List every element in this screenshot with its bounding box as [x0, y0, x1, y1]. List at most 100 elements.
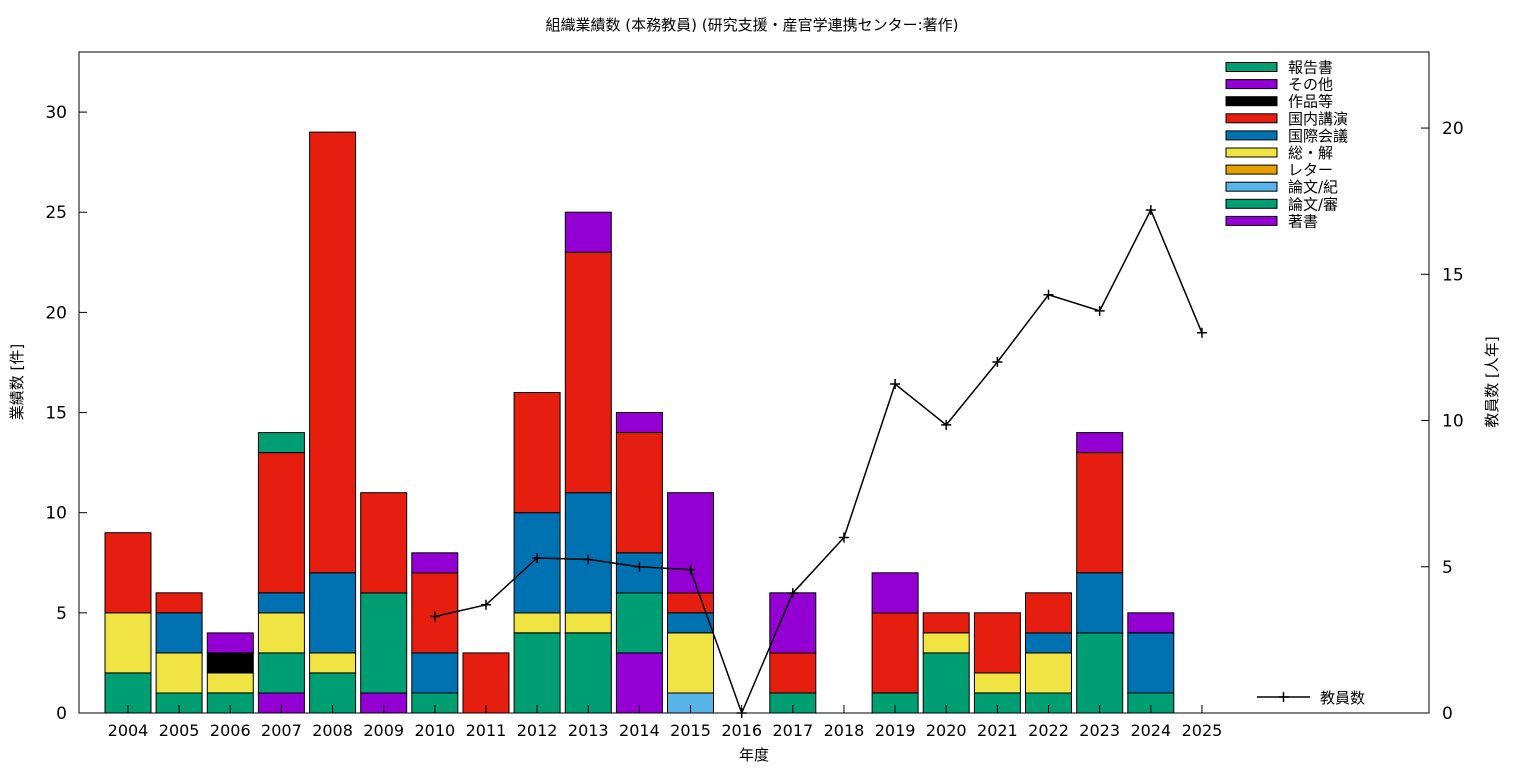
- x-tick-label: 2006: [210, 721, 251, 740]
- bar-2007-series-1: [257, 652, 305, 694]
- faculty-point: [634, 561, 645, 572]
- bar-2013-series-8: [564, 211, 612, 253]
- bar-2008-series-4: [309, 652, 357, 674]
- bar-2008-series-5: [309, 572, 357, 654]
- y-tick-label: 0: [56, 704, 67, 724]
- faculty-point: [992, 357, 1003, 368]
- bar-2017-series-8: [769, 592, 817, 654]
- x-tick-label: 2004: [108, 721, 149, 740]
- faculty-point: [1145, 204, 1156, 215]
- bar-2013-series-5: [564, 492, 612, 614]
- bar-2022-series-6: [1025, 592, 1072, 634]
- bar-2020-series-1: [922, 652, 970, 714]
- y2-axis-label: 教員数 [人年]: [1483, 336, 1501, 427]
- x-tick-label: 2010: [414, 721, 455, 740]
- y2-tick-label: 20: [1442, 119, 1464, 139]
- bar-2009-series-1: [360, 592, 408, 694]
- y-axis-label: 業績数 [件]: [8, 344, 26, 420]
- legend-label: レター: [1288, 161, 1333, 179]
- bar-2011-series-6: [462, 652, 510, 714]
- bar-2023-series-8: [1076, 432, 1124, 454]
- y-tick-label: 20: [45, 303, 67, 323]
- y2-axis: 0 5 10 15 20: [1421, 119, 1464, 724]
- legend-label: 論文/審: [1288, 195, 1338, 213]
- y2-tick-label: 15: [1442, 265, 1464, 285]
- x-tick-label: 2019: [875, 721, 916, 740]
- x-tick-label: 2023: [1079, 721, 1120, 740]
- bar-2023-series-5: [1076, 572, 1124, 634]
- x-axis: 2004 2005 2006 2007 2008 2009 2010 2011 2012 2013…: [108, 705, 1222, 740]
- bar-2006-series-8: [206, 632, 254, 654]
- x-tick-label: 2007: [261, 721, 302, 740]
- y-tick-label: 15: [45, 404, 67, 424]
- bar-2004-series-4: [104, 612, 152, 674]
- x-tick-label: 2018: [824, 721, 865, 740]
- x-tick-label: 2005: [159, 721, 200, 740]
- faculty-point: [941, 419, 952, 430]
- faculty-point: [583, 554, 594, 565]
- bar-2020-series-6: [922, 612, 970, 634]
- x-tick-label: 2013: [568, 721, 609, 740]
- faculty-point: [480, 599, 491, 610]
- legend-label: 国際会議: [1288, 127, 1348, 145]
- y2-tick-label: 10: [1442, 412, 1464, 432]
- legend-label: 著書: [1288, 212, 1318, 230]
- bar-2009-series-6: [360, 492, 408, 594]
- bar-2017-series-6: [769, 652, 817, 694]
- faculty-line-path: [434, 208, 1203, 716]
- bar-2024-series-5: [1127, 632, 1175, 694]
- bar-2023-series-6: [1076, 452, 1124, 574]
- legend-swatch: [1225, 181, 1278, 192]
- x-tick-label: 2012: [517, 721, 558, 740]
- bar-2008-series-6: [309, 131, 357, 574]
- legend-swatch: [1225, 215, 1278, 226]
- bar-2007-series-9: [257, 432, 305, 454]
- legend-swatch: [1225, 113, 1278, 124]
- legend-label: 論文/紀: [1288, 178, 1338, 196]
- bar-2014-series-8: [615, 412, 663, 433]
- bar-2015-series-4: [667, 632, 714, 694]
- bar-2007-series-4: [257, 612, 305, 654]
- line-legend-label: 教員数: [1320, 689, 1365, 707]
- bar-2013-series-4: [564, 612, 612, 634]
- y-tick-label: 10: [45, 504, 67, 524]
- bar-2005-series-4: [155, 652, 203, 694]
- bar-2020-series-4: [922, 632, 970, 654]
- x-tick-label: 2009: [363, 721, 404, 740]
- legend-label: その他: [1288, 76, 1333, 94]
- bar-2013-series-6: [564, 251, 612, 494]
- line-legend: 教員数: [1257, 689, 1365, 707]
- legend-swatch: [1225, 96, 1278, 107]
- legend-swatch: [1225, 79, 1278, 90]
- bar-2021-series-6: [973, 612, 1021, 674]
- y-axis: 0 5 10 15 20 25 30: [45, 103, 87, 724]
- x-tick-label: 2011: [466, 721, 507, 740]
- faculty-point: [1196, 327, 1207, 338]
- bar-2010-series-8: [411, 552, 459, 574]
- chart-title: 組織業績数 (本務教員) (研究支援・産官学連携センター:著作): [545, 16, 958, 34]
- bar-2004-series-6: [104, 532, 152, 614]
- bar-2019-series-6: [871, 612, 919, 694]
- bar-2007-series-5: [257, 592, 305, 614]
- bar-2022-series-5: [1025, 632, 1072, 654]
- faculty-point: [532, 552, 543, 563]
- faculty-line: [429, 204, 1207, 718]
- y-tick-label: 25: [45, 203, 67, 223]
- x-tick-label: 2015: [670, 721, 711, 740]
- bar-2024-series-8: [1127, 612, 1175, 634]
- bar-2006-series-7: [206, 652, 254, 674]
- bar-2013-series-1: [564, 632, 612, 714]
- legend-swatch: [1225, 62, 1278, 72]
- legend-label: 国内講演: [1288, 110, 1348, 128]
- bar-2023-series-1: [1076, 632, 1124, 714]
- y2-tick-label: 5: [1442, 558, 1453, 578]
- legend-swatch: [1225, 164, 1278, 175]
- legend-label: 総・解: [1288, 144, 1333, 162]
- bar-2014-series-1: [615, 592, 663, 654]
- faculty-point: [1043, 289, 1054, 300]
- x-axis-label: 年度: [739, 746, 769, 764]
- x-tick-label: 2024: [1130, 721, 1171, 740]
- bar-2006-series-4: [206, 672, 254, 694]
- faculty-point: [787, 588, 798, 599]
